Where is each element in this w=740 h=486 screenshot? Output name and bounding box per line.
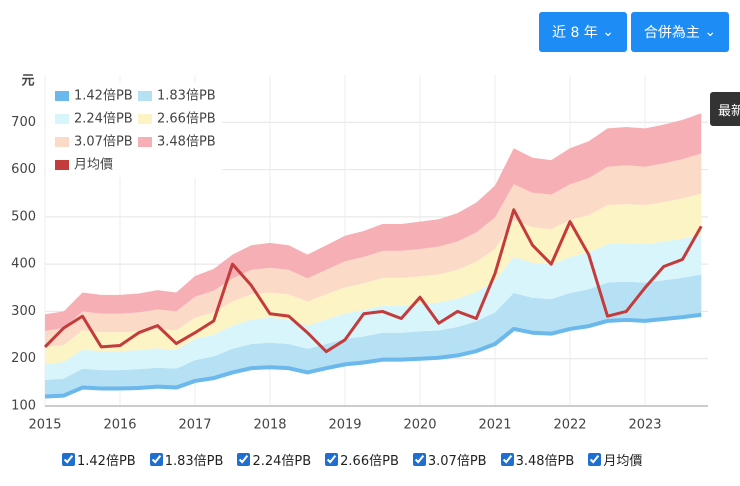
y-axis-label: 元 xyxy=(21,74,34,89)
x-tick-label: 2015 xyxy=(28,418,61,433)
series-checkbox[interactable] xyxy=(500,453,514,466)
y-tick-label: 100 xyxy=(11,399,36,414)
series-toggle[interactable]: 3.48倍PB xyxy=(500,450,575,469)
series-toggle[interactable]: 月均價 xyxy=(588,450,642,469)
x-tick-label: 2017 xyxy=(178,418,211,433)
toggle-label: 2.66倍PB xyxy=(340,454,399,469)
series-toggle[interactable]: 1.83倍PB xyxy=(149,450,224,469)
legend-swatch xyxy=(55,114,69,124)
legend-swatch xyxy=(138,137,152,147)
legend-label: 3.07倍PB xyxy=(74,135,133,150)
toggle-label: 月均價 xyxy=(603,454,643,469)
series-toggle[interactable]: 2.66倍PB xyxy=(325,450,399,469)
legend-label: 2.24倍PB xyxy=(74,112,133,127)
pb-band xyxy=(45,113,702,331)
pb-band xyxy=(45,274,702,397)
x-tick-label: 2019 xyxy=(328,418,361,433)
pb-band xyxy=(45,153,702,347)
x-tick-label: 2020 xyxy=(403,418,436,433)
legend-swatch xyxy=(55,91,69,101)
toggle-label: 3.48倍PB xyxy=(515,454,575,469)
toggle-label: 1.83倍PB xyxy=(164,454,224,469)
legend-label: 3.48倍PB xyxy=(157,135,216,150)
basis-text: 合併為主 xyxy=(643,25,700,41)
series-checkbox[interactable] xyxy=(149,453,163,466)
series-toggle[interactable]: 1.42倍PB xyxy=(62,450,136,469)
legend-label: 1.83倍PB xyxy=(157,89,216,104)
series-toggles: 1.42倍PB 1.83倍PB 2.24倍PB 2.66倍PB 3.07倍PB 3.48倍… xyxy=(62,450,642,469)
period-button[interactable]: 近 8 年 ⌄ xyxy=(539,12,627,52)
price-line xyxy=(43,208,703,354)
legend-label: 1.42倍PB xyxy=(74,89,133,104)
series-checkbox[interactable] xyxy=(237,453,251,466)
toggle-label: 3.07倍PB xyxy=(427,454,487,469)
latest-text: 最新 xyxy=(718,103,740,119)
y-tick-label: 200 xyxy=(11,351,36,366)
y-tick-label: 400 xyxy=(11,257,36,272)
legend-swatch xyxy=(138,91,152,101)
y-tick-label: 600 xyxy=(11,162,36,177)
series-toggle[interactable]: 2.24倍PB xyxy=(237,450,311,469)
latest-tooltip: 最新 xyxy=(710,92,740,126)
legend-label: 2.66倍PB xyxy=(157,112,216,127)
basis-button[interactable]: 合併為主 ⌄ xyxy=(631,12,729,52)
legend-swatch xyxy=(138,114,152,124)
legend-swatch xyxy=(55,160,69,170)
y-tick-label: 700 xyxy=(11,115,36,130)
toggle-label: 1.42倍PB xyxy=(77,454,136,469)
x-tick-label: 2023 xyxy=(628,418,661,433)
legend-box xyxy=(46,82,222,178)
series-toggle[interactable]: 3.07倍PB xyxy=(412,450,487,469)
series-checkbox[interactable] xyxy=(62,453,75,466)
legend-label: 月均價 xyxy=(74,158,113,173)
series-checkbox[interactable] xyxy=(412,453,426,466)
x-tick-label: 2016 xyxy=(103,418,136,433)
toggle-label: 2.24倍PB xyxy=(252,454,312,469)
y-tick-label: 500 xyxy=(11,209,36,224)
x-tick-label: 2021 xyxy=(478,418,511,433)
band-base-line xyxy=(44,312,702,399)
x-tick-label: 2018 xyxy=(253,418,286,433)
legend-swatch xyxy=(55,137,69,147)
pb-band xyxy=(45,234,702,380)
series-checkbox[interactable] xyxy=(588,453,602,466)
series-checkbox[interactable] xyxy=(325,453,339,466)
y-tick-label: 300 xyxy=(11,304,36,319)
pb-band xyxy=(45,193,702,364)
x-tick-label: 2022 xyxy=(553,418,586,433)
period-text: 近 8 年 xyxy=(552,25,598,41)
